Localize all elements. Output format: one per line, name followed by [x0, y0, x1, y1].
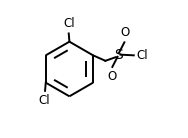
Text: O: O [121, 26, 130, 39]
Text: Cl: Cl [63, 17, 74, 30]
Text: Cl: Cl [39, 94, 50, 107]
Text: S: S [114, 48, 123, 62]
Text: O: O [107, 70, 116, 83]
Text: Cl: Cl [137, 49, 148, 62]
